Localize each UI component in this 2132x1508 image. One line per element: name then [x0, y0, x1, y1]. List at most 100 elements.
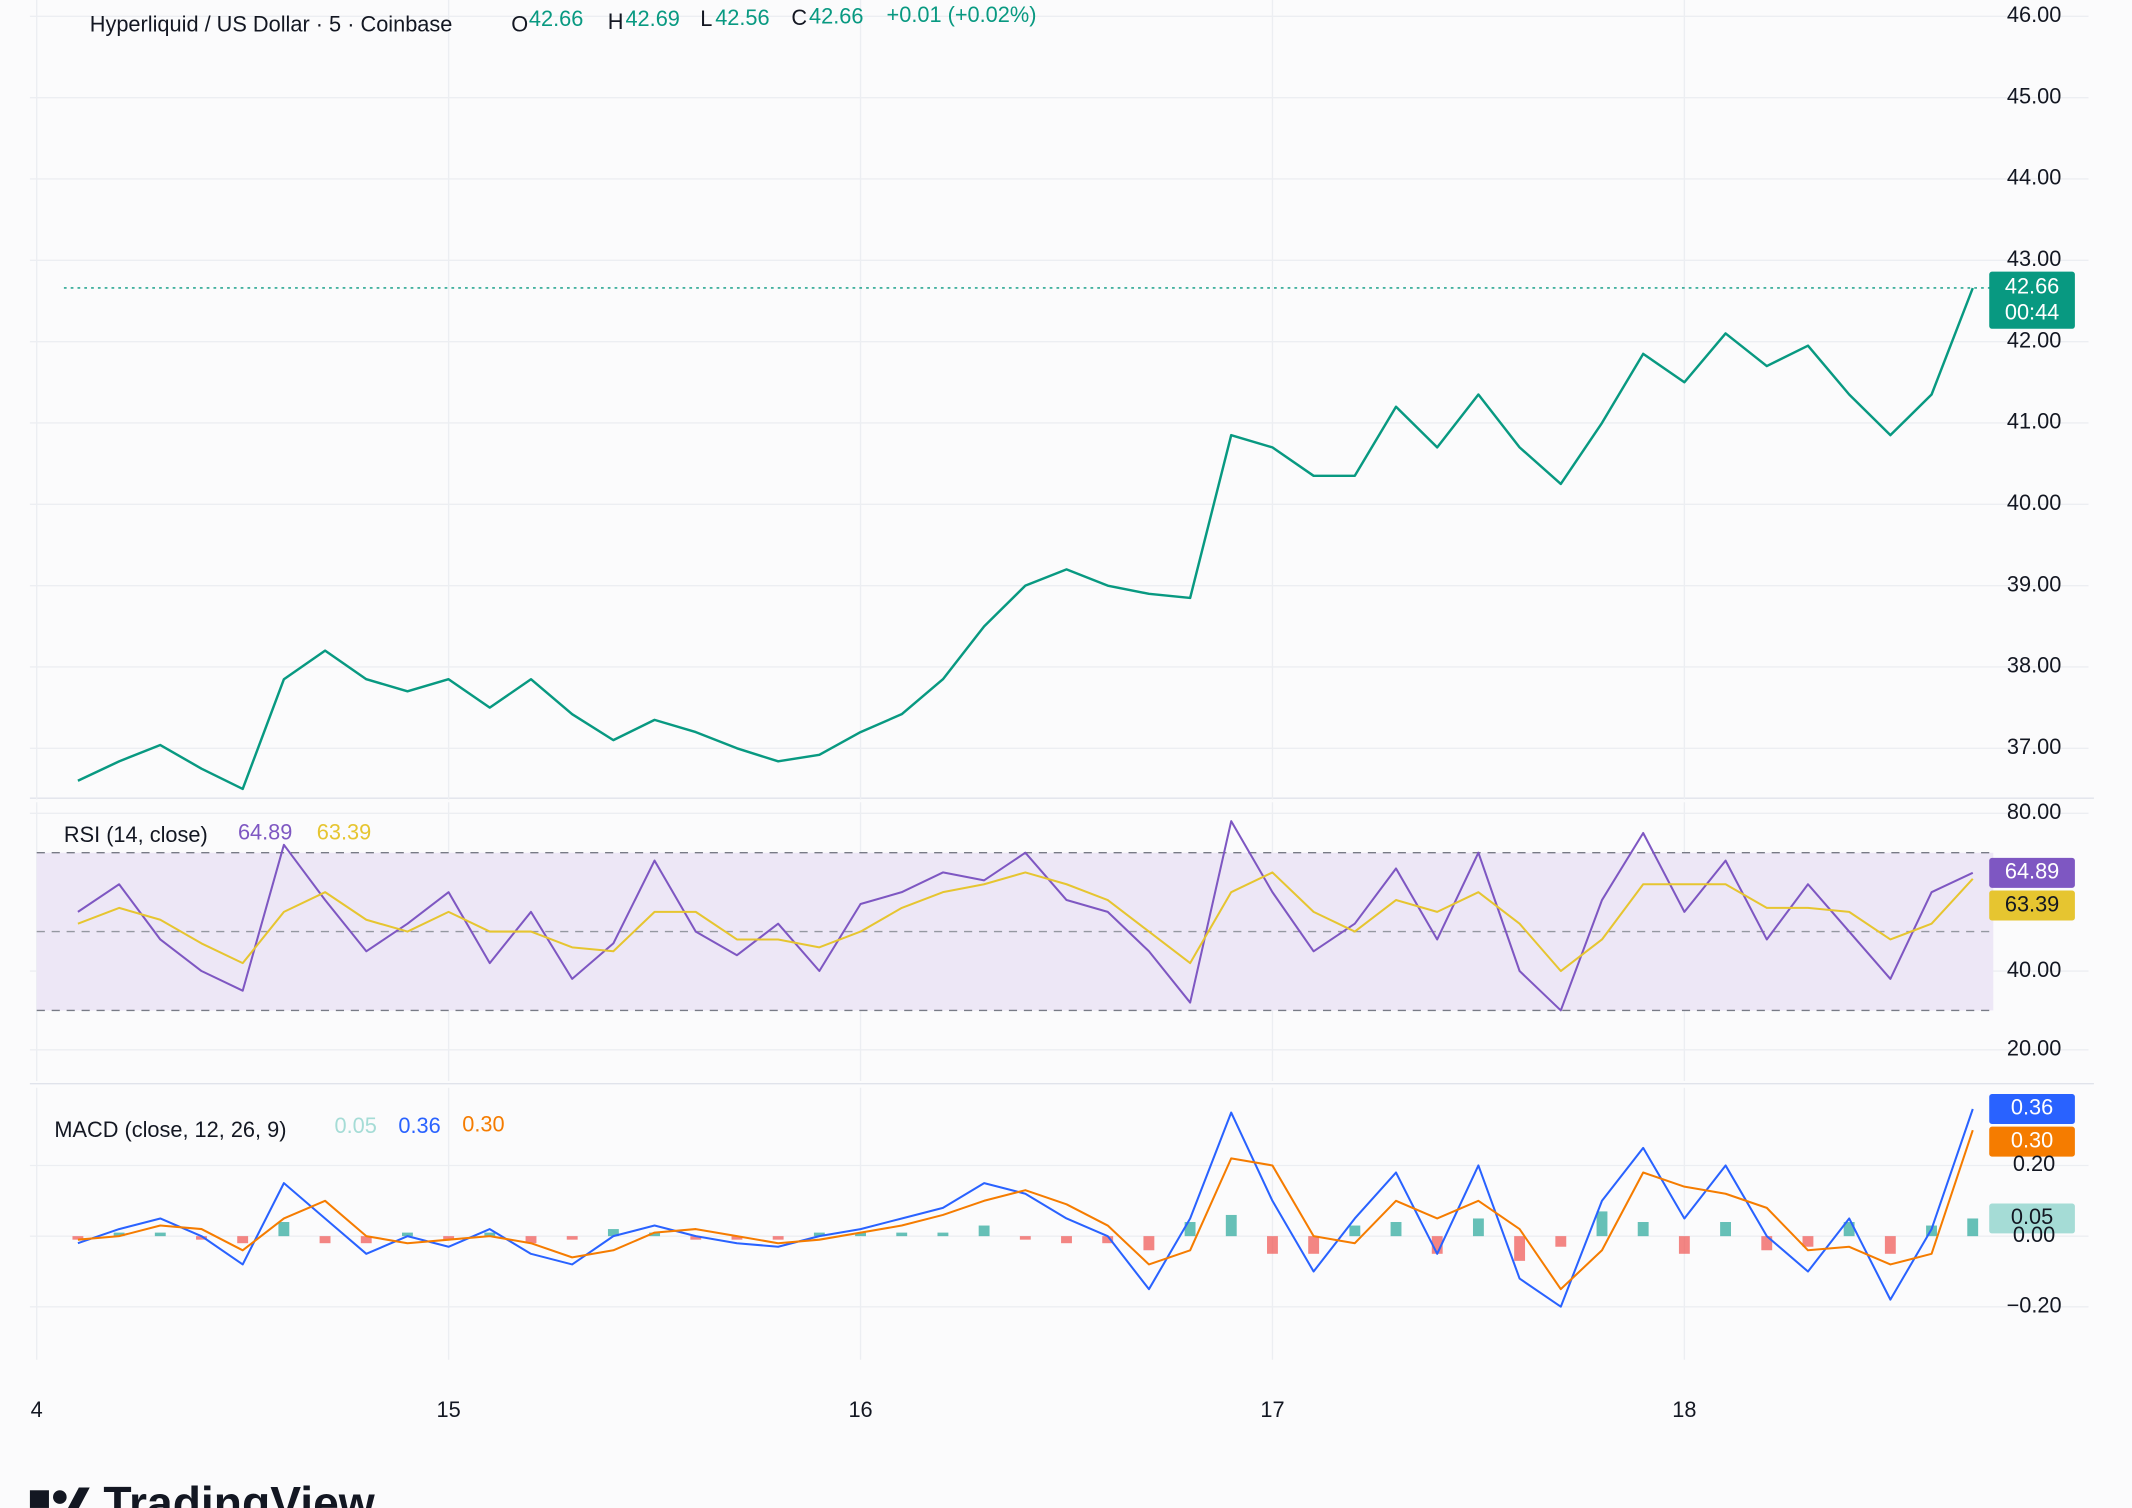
series-line — [77, 871, 1974, 973]
series-line — [77, 287, 1974, 791]
price-badge — [1989, 857, 2075, 888]
y-tick-label: 20.00 — [2007, 1036, 2061, 1061]
x-tick-label: 17 — [1260, 1397, 1284, 1422]
histogram-bar — [1843, 1222, 1855, 1237]
macd-title: MACD (close, 12, 26, 9) — [54, 1117, 286, 1142]
histogram-bar — [1514, 1236, 1526, 1261]
histogram-bar — [1225, 1214, 1237, 1237]
y-tick-label: 43.00 — [2007, 246, 2061, 271]
histogram-bar — [690, 1236, 702, 1240]
histogram-bar — [1967, 1218, 1979, 1237]
ohlc-value: 42.66 — [809, 3, 863, 28]
legend-value: 0.30 — [462, 1112, 504, 1137]
y-tick-label: −0.20 — [2007, 1293, 2062, 1318]
ohlc-value: 42.56 — [715, 5, 769, 30]
histogram-bar — [1061, 1236, 1072, 1244]
badge-label: 64.89 — [2005, 859, 2059, 884]
histogram-bar — [1761, 1236, 1773, 1251]
histogram-bar — [978, 1225, 990, 1237]
histogram-bar — [607, 1229, 619, 1237]
histogram-bar — [484, 1232, 496, 1237]
rsi-title: RSI (14, close) — [64, 822, 208, 847]
y-tick-label: 0.20 — [2013, 1151, 2055, 1176]
histogram-bar — [1267, 1236, 1278, 1254]
histogram-bar — [1802, 1236, 1814, 1247]
histogram-bar — [1184, 1222, 1196, 1237]
histogram-bar — [731, 1236, 743, 1240]
legend-value: 0.36 — [398, 1113, 440, 1138]
x-tick-label: 18 — [1672, 1397, 1696, 1422]
histogram-bar — [1720, 1222, 1732, 1237]
histogram-bar — [1390, 1222, 1402, 1237]
histogram-bar — [360, 1236, 372, 1244]
y-tick-label: 0.00 — [2013, 1222, 2055, 1247]
histogram-bar — [1431, 1236, 1443, 1254]
x-tick-label: 4 — [31, 1397, 43, 1422]
y-tick-label: 39.00 — [2007, 571, 2061, 596]
histogram-bar — [237, 1236, 249, 1244]
ohlc-key: C — [791, 5, 807, 30]
histogram-bar — [1143, 1236, 1155, 1251]
histogram-bar — [1678, 1236, 1690, 1254]
y-tick-label: 37.00 — [2007, 734, 2061, 759]
histogram-bar — [72, 1236, 84, 1240]
price-badge — [1989, 1094, 2075, 1124]
x-tick-label: 15 — [437, 1397, 461, 1422]
histogram-bar — [1555, 1236, 1567, 1247]
series-line — [77, 1129, 1974, 1291]
y-tick-label: 40.00 — [2007, 490, 2061, 515]
price-badge — [1989, 1203, 2075, 1234]
brand: TradingView — [103, 1477, 375, 1508]
badge-label: 0.36 — [2011, 1095, 2053, 1120]
histogram-bar — [1472, 1218, 1484, 1237]
histogram-bar — [649, 1232, 661, 1237]
ohlc-key: H — [608, 9, 624, 34]
histogram-bar — [1596, 1211, 1608, 1237]
series-line — [77, 820, 1974, 1012]
ohlc-value: 42.69 — [625, 6, 679, 31]
countdown: 00:44 — [2005, 300, 2059, 325]
histogram-bar — [1349, 1225, 1361, 1237]
histogram-bar — [896, 1232, 908, 1237]
y-tick-label: 44.00 — [2007, 165, 2061, 190]
histogram-bar — [196, 1236, 207, 1240]
histogram-bar — [1102, 1236, 1114, 1244]
price-badge — [1989, 890, 2075, 921]
legend-value: 63.39 — [317, 819, 371, 844]
legend-value: 0.05 — [334, 1113, 376, 1138]
histogram-bar — [772, 1236, 784, 1240]
y-tick-label: 42.00 — [2007, 327, 2061, 352]
histogram-bar — [1884, 1236, 1896, 1254]
y-tick-label: 46.00 — [2007, 2, 2061, 27]
histogram-bar — [154, 1232, 166, 1237]
histogram-bar — [525, 1236, 537, 1244]
histogram-bar — [566, 1236, 578, 1240]
histogram-bar — [113, 1232, 125, 1237]
histogram-bar — [278, 1222, 290, 1237]
y-tick-label: 41.00 — [2007, 409, 2061, 434]
badge-label: 42.66 — [2005, 274, 2059, 299]
ohlc-key: O — [511, 12, 528, 37]
price-badge — [1989, 271, 2075, 329]
price-badge — [1989, 1126, 2075, 1157]
y-tick-label: 45.00 — [2007, 83, 2061, 108]
legend-value: 64.89 — [238, 819, 292, 844]
ohlc-value: 42.66 — [529, 6, 583, 31]
histogram-bar — [937, 1232, 949, 1237]
y-tick-label: 40.00 — [2007, 957, 2061, 982]
histogram-bar — [1308, 1236, 1320, 1254]
histogram-bar — [443, 1236, 455, 1240]
chart-title: Hyperliquid / US Dollar · 5 · Coinbase — [90, 12, 453, 37]
series-line — [77, 1108, 1974, 1308]
brand-logo — [29, 1487, 90, 1508]
histogram-bar — [813, 1232, 825, 1237]
badge-label: 63.39 — [2005, 891, 2059, 916]
ohlc-key: L — [700, 6, 712, 31]
histogram-bar — [319, 1236, 331, 1244]
histogram-bar — [1637, 1222, 1649, 1237]
y-tick-label: 80.00 — [2007, 799, 2061, 824]
badge-label: 0.30 — [2011, 1127, 2053, 1152]
x-tick-label: 16 — [848, 1397, 872, 1422]
